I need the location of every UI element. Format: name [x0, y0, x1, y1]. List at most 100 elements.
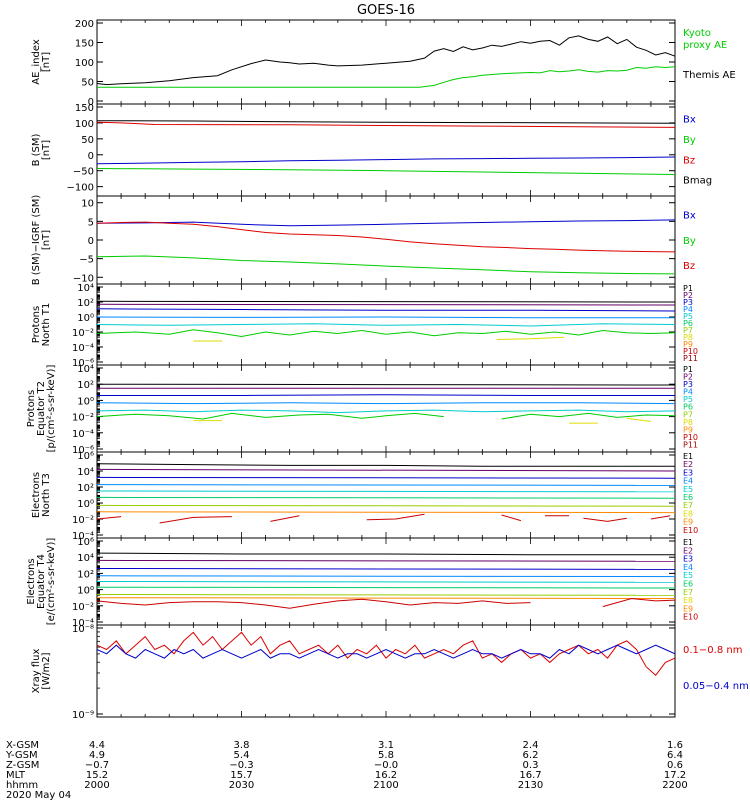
legend-entry: E1 [683, 538, 693, 547]
legend-entry: E1 [683, 452, 693, 461]
series-line [96, 476, 676, 479]
y-tick-label: 100 [75, 119, 94, 130]
y-tick-label: 5 [88, 217, 94, 228]
footer-row-label: Y-GSM [5, 750, 38, 761]
y-axis-label: Electrons North T3 [31, 472, 52, 518]
series-line [96, 511, 676, 514]
series-line [650, 515, 671, 520]
footer-cell: 5.8 [378, 750, 394, 761]
series-line [96, 581, 676, 583]
legend-entry: By [683, 135, 696, 146]
legend-entry: P3 [683, 298, 693, 307]
y-tick-label: 10⁻² [72, 515, 94, 526]
legend-entry: E9 [683, 604, 693, 613]
series-line [96, 644, 676, 659]
legend-entry: P10 [683, 433, 698, 442]
y-tick-label: 150 [75, 39, 94, 50]
series-line [96, 402, 676, 405]
y-tick-label: 50 [81, 135, 94, 146]
y-tick-label: 50 [81, 78, 94, 89]
series-line [96, 219, 676, 227]
legend-entry: P4 [683, 305, 693, 314]
y-tick-label: 10⁶ [77, 451, 94, 462]
panel-3: −10 −5 0 5 10 B (SM)−IGRF (SM) [nT] Bx By Bz [31, 195, 696, 286]
series-line [96, 168, 676, 175]
legend-entry: E6 [683, 493, 693, 502]
series-line [96, 598, 531, 609]
series-line [96, 121, 676, 128]
y-tick-label: 10⁻⁸ [72, 624, 94, 635]
series-line [96, 575, 676, 578]
y-axis-label-line: [nT] [41, 140, 52, 160]
y-tick-label: 10⁻⁴ [72, 343, 94, 354]
y-tick-label: 10⁴ [77, 467, 94, 478]
series-line [96, 383, 676, 386]
series-line [96, 412, 444, 420]
legend-entry: E8 [683, 509, 693, 518]
y-axis-label: B (SM) [nT] [31, 133, 52, 166]
footer-cell: 2130 [518, 780, 543, 791]
y-axis-label-line: Equator T2 [36, 381, 47, 436]
legend-entry: Bz [683, 155, 695, 166]
series-line [96, 594, 676, 596]
y-axis-label-line: Xray flux [31, 649, 42, 694]
series-line [96, 409, 676, 414]
legend-entry: P7 [683, 326, 693, 335]
y-axis-label-line: [p/(cm²-s-sr-keV)] [46, 365, 57, 453]
legend-entry: P2 [683, 373, 693, 382]
series-line [97, 66, 676, 88]
y-axis-label-line: North T3 [41, 473, 52, 517]
legend-entry: E2 [683, 460, 693, 469]
legend-entry: E3 [683, 468, 693, 477]
y-tick-label: 10⁶ [77, 537, 94, 548]
y-tick-label: −100 [67, 183, 94, 194]
footer-row-label: MLT [6, 770, 26, 781]
y-axis-label: Protons North T1 [31, 303, 52, 347]
series-line [96, 255, 676, 275]
footer-cell: 6.2 [523, 750, 539, 761]
footer-cell: −0.7 [85, 760, 109, 771]
y-axis-label: AE_index [nT] [31, 39, 52, 85]
y-tick-label: 10 [81, 199, 94, 210]
y-tick-label: 10⁻⁴ [72, 531, 94, 542]
y-tick-label: 10⁻² [72, 602, 94, 613]
panel-7: 10⁻⁴ 10⁻² 10⁰ 10² 10⁴ 10⁶ Electrons Equator T4[… [26, 537, 698, 629]
footer-cell: 0.6 [667, 760, 683, 771]
legend-entry: E10 [683, 526, 698, 535]
series-line [96, 308, 676, 312]
legend-entry: E4 [683, 563, 693, 572]
footer-cell: 5.4 [234, 750, 250, 761]
footer-row-label: 2020 May 04 [6, 790, 71, 800]
y-tick-label: 150 [75, 103, 94, 114]
legend-entry: P11 [683, 440, 698, 449]
y-tick-label: 0 [88, 236, 94, 247]
legend-entry: E3 [683, 555, 693, 564]
series-line [96, 490, 676, 493]
footer-cell: 15.2 [86, 770, 108, 781]
y-tick-label: 0 [88, 151, 94, 162]
series-line [96, 516, 122, 520]
series-line [501, 412, 676, 420]
panel-5: 10⁻⁶ 10⁻⁴ 10⁻² 10⁰ 10² 10⁴ Protons Equator T2 [p… [26, 364, 698, 456]
legend-entry: P1 [683, 365, 693, 374]
panel-2: −100 −50 0 50 100 150 B (SM) [nT] Bx By Bz Bmag [31, 103, 712, 197]
series-line [96, 463, 675, 467]
legend-entry: E4 [683, 477, 693, 486]
legend-entry: Themis AE [682, 70, 736, 81]
footer-cell: 3.8 [234, 740, 250, 751]
panel-4: 10⁻⁶ 10⁻⁴ 10⁻² 10⁰ 10² 10⁴ Protons North T1 P1P2… [31, 283, 698, 369]
y-axis-label-line: Equator T4 [36, 554, 47, 609]
legend-entry: P7 [683, 410, 693, 419]
footer-row-label: X-GSM [6, 740, 39, 751]
y-axis-label-line: Electrons [31, 472, 42, 518]
series-line [96, 156, 676, 165]
footer-cell: −0.0 [374, 760, 398, 771]
footer-cell: 6.4 [667, 750, 683, 761]
legend-entry: E9 [683, 518, 693, 527]
footer-cell: 4.9 [89, 750, 105, 761]
y-tick-label: 10² [77, 298, 94, 309]
y-tick-label: 10² [77, 380, 94, 391]
series-line [96, 496, 676, 499]
